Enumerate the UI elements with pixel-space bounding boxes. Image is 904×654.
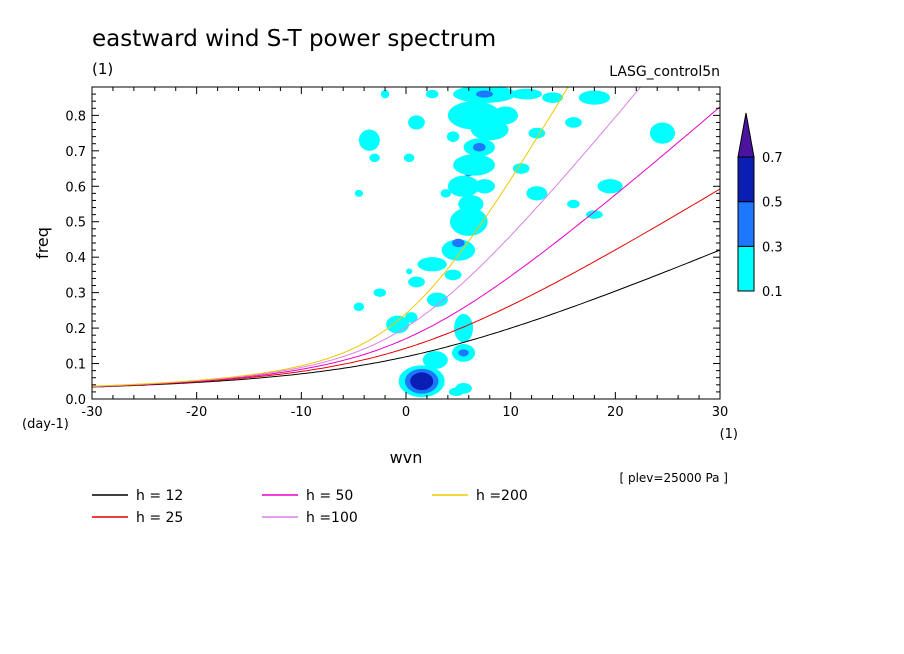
contour-blob-50 [354, 189, 364, 197]
colorbar-top-triangle [737, 112, 755, 158]
x-tick-label: 0 [402, 405, 410, 420]
chart-subtitle-right: LASG_control5n [609, 64, 720, 80]
contour-blob-46 [380, 89, 390, 99]
contour-blob-36 [512, 163, 530, 174]
contour-blob-9 [404, 312, 418, 323]
contour-blob-19 [458, 195, 484, 213]
legend-label-h-25: h = 25 [136, 510, 183, 526]
contour-blob-31 [510, 88, 543, 100]
contour-blob-47 [425, 89, 439, 99]
y-tick-label: 0.2 [65, 322, 86, 337]
spectral-contours [353, 87, 675, 398]
colorbar-band-0 [737, 245, 755, 292]
chart-title: eastward wind S-T power spectrum [92, 26, 496, 52]
contour-blob-15 [417, 257, 447, 272]
curve-h-12 [92, 249, 720, 388]
x-tick-label: 10 [502, 405, 519, 420]
legend: h = 12 h = 25 h = 50 h =100 h =200 [92, 488, 528, 526]
y-tick-label: 0.3 [65, 287, 86, 302]
colorbar-band-2 [737, 156, 755, 203]
colorbar-band-1 [737, 201, 755, 247]
contour-blob-16 [441, 239, 476, 261]
contour-blob-43 [369, 153, 380, 163]
curve-h-200 [92, 87, 569, 387]
contour-blob-20 [447, 175, 480, 197]
contour-blob-37 [526, 186, 548, 201]
legend-label-h-50: h = 50 [306, 488, 353, 504]
contour-blob-5 [458, 349, 469, 357]
contour-blob-22 [474, 179, 495, 194]
x-tick-label: -20 [186, 405, 207, 420]
contour-blob-25 [472, 143, 486, 152]
colorbar-label: 0.3 [762, 240, 783, 255]
plot-frame [91, 86, 721, 400]
x-tick-label: -10 [291, 405, 312, 420]
x-tick-label: -30 [81, 405, 102, 420]
contour-blob-38 [597, 179, 623, 194]
contour-blob-28 [492, 106, 518, 125]
chart-subtitle-left: (1) [92, 60, 113, 78]
y-tick-label: 0.1 [65, 358, 86, 373]
contour-blob-45 [403, 153, 415, 163]
contour-blob-42 [358, 129, 380, 151]
x-axis-unit: (1) [720, 427, 738, 442]
y-tick-label: 0.7 [65, 145, 86, 160]
y-tick-label: 0.8 [65, 109, 86, 124]
contour-blob-3 [422, 351, 448, 369]
contour-blob-23 [453, 154, 495, 176]
dispersion-curves [92, 87, 720, 388]
contour-blob-49 [440, 189, 452, 198]
contour-blob-13 [408, 276, 425, 288]
y-axis-label: freq [33, 227, 52, 259]
contour-blob-40 [567, 199, 580, 209]
contour-blob-48 [446, 131, 460, 142]
y-tick-label: 0.6 [65, 180, 86, 195]
y-tick-label: 0.4 [65, 251, 86, 266]
contour-blob-12 [373, 288, 387, 297]
legend-label-h-100: h =100 [306, 510, 358, 526]
legend-label-h-200: h =200 [476, 488, 528, 504]
contour-blob-14 [444, 269, 462, 281]
contour-blob-27 [447, 101, 501, 130]
legend-label-h-12: h = 12 [136, 488, 183, 504]
contour-blob-11 [353, 302, 365, 312]
x-tick-label: 30 [712, 405, 729, 420]
contour-blob-44 [408, 115, 425, 130]
pressure-level-annotation: [ plev=25000 Pa ] [619, 471, 728, 485]
colorbar-label: 0.1 [762, 285, 783, 300]
colorbar-label: 0.5 [762, 196, 783, 211]
contour-blob-34 [565, 117, 582, 128]
contour-blob-6 [454, 313, 473, 343]
x-tick-label: 20 [607, 405, 624, 420]
colorbar-label: 0.7 [762, 151, 783, 166]
curve-h-50 [92, 106, 720, 387]
contour-blob-41 [586, 210, 603, 219]
contour-blob-10 [426, 292, 448, 307]
x-axis-label: wvn [390, 448, 423, 467]
contour-blob-33 [578, 90, 611, 105]
y-axis-unit: (day-1) [22, 417, 69, 432]
contour-blob-51 [406, 268, 413, 275]
contour-blob-39 [649, 122, 675, 144]
contour-blob-52 [448, 387, 464, 397]
y-tick-label: 0.5 [65, 216, 86, 231]
contour-blob-17 [452, 238, 465, 248]
contour-blob-2 [410, 372, 434, 391]
axis-ticks: -30 -20 -10 0 10 20 30 0.0 0.1 0.2 0.3 0.4 0.5 0.6 0.7… [65, 87, 728, 420]
contour-blob-30 [476, 90, 493, 98]
contour-blob-18 [449, 207, 488, 236]
y-tick-label: 0.0 [65, 393, 86, 408]
colorbar: 0.1 0.3 0.5 0.7 [737, 112, 783, 300]
contour-blob-32 [542, 92, 563, 103]
